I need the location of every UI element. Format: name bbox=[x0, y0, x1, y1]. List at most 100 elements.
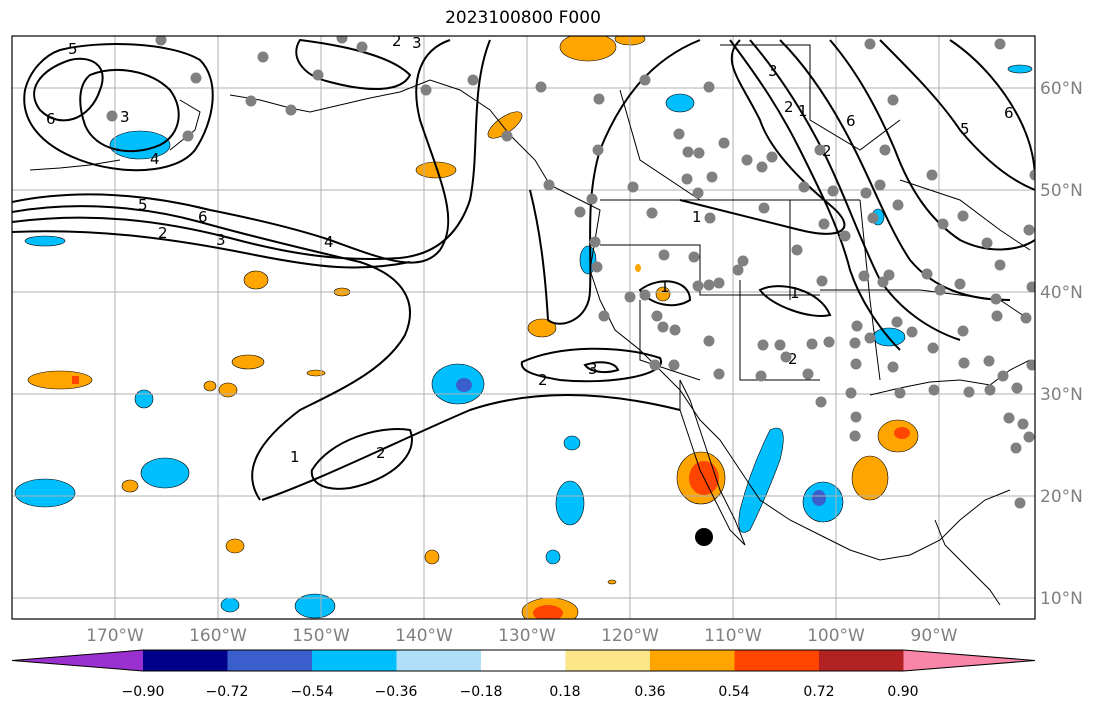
lon-label-90w: 90°W bbox=[911, 626, 958, 646]
observation-marker bbox=[928, 384, 940, 396]
contour-label: 2 bbox=[376, 444, 386, 462]
contour-label: 4 bbox=[150, 150, 160, 168]
contour-label: 2 bbox=[788, 350, 798, 368]
colorbar-tick-label: 0.90 bbox=[887, 684, 918, 700]
observation-marker bbox=[257, 51, 269, 63]
contour-label: 1 bbox=[790, 284, 800, 302]
longitude-labels: 170°W 160°W 150°W 140°W 130°W 120°W 110°… bbox=[86, 626, 958, 646]
observation-marker bbox=[592, 144, 604, 156]
observation-marker bbox=[1010, 442, 1022, 454]
observation-marker bbox=[823, 336, 835, 348]
colorbar-outline bbox=[11, 649, 1036, 672]
colorbar-segment bbox=[312, 650, 397, 671]
observation-marker bbox=[1014, 497, 1026, 509]
lon-label-170w: 170°W bbox=[86, 626, 144, 646]
colorbar-segment bbox=[227, 650, 313, 671]
colorbar-segment bbox=[565, 650, 651, 671]
observation-marker bbox=[984, 384, 996, 396]
observation-marker bbox=[994, 38, 1006, 50]
observation-marker bbox=[190, 72, 202, 84]
storm-center-marker bbox=[695, 528, 713, 546]
observation-marker bbox=[741, 154, 753, 166]
observation-marker bbox=[1020, 312, 1032, 324]
lon-label-160w: 160°W bbox=[189, 626, 247, 646]
contour-label: 3 bbox=[588, 360, 598, 378]
lat-label-10n: 10°N bbox=[1040, 589, 1083, 609]
observation-marker bbox=[814, 144, 826, 156]
observation-marker bbox=[668, 359, 680, 371]
map-frame bbox=[11, 35, 1036, 620]
observation-marker bbox=[693, 147, 705, 159]
observation-marker bbox=[574, 206, 586, 218]
lon-label-110w: 110°W bbox=[704, 626, 762, 646]
lon-label-150w: 150°W bbox=[292, 626, 350, 646]
observation-marker bbox=[155, 36, 167, 46]
colorbar: −0.90 −0.72 −0.54 −0.36 −0.18 0.18 0.36 … bbox=[11, 649, 1036, 700]
observation-marker bbox=[891, 316, 903, 328]
colorbar-segments bbox=[11, 649, 1036, 672]
contour-label: 1 bbox=[798, 102, 808, 120]
lat-label-30n: 30°N bbox=[1040, 385, 1083, 405]
colorbar-tick-label: −0.72 bbox=[206, 684, 249, 700]
observation-marker bbox=[336, 36, 348, 44]
observation-marker bbox=[798, 181, 810, 193]
colorbar-tick-label: −0.90 bbox=[122, 684, 165, 700]
colorbar-tick-label: 0.54 bbox=[718, 684, 749, 700]
observation-marker bbox=[713, 277, 725, 289]
lat-label-40n: 40°N bbox=[1040, 283, 1083, 303]
colorbar-segment bbox=[734, 650, 820, 671]
observation-marker bbox=[858, 270, 870, 282]
contour-label: 6 bbox=[46, 110, 56, 128]
observation-marker bbox=[850, 411, 862, 423]
observation-marker bbox=[997, 370, 1009, 382]
map-panel bbox=[12, 36, 1035, 619]
colorbar-tick-labels: −0.90 −0.72 −0.54 −0.36 −0.18 0.18 0.36 … bbox=[122, 684, 919, 700]
observation-marker bbox=[682, 146, 694, 158]
observation-marker bbox=[926, 169, 938, 181]
contour-label: 6 bbox=[846, 112, 856, 130]
observation-marker bbox=[649, 359, 661, 371]
observation-marker bbox=[766, 151, 778, 163]
observation-marker bbox=[467, 74, 479, 86]
contour-label: 6 bbox=[198, 208, 208, 226]
lat-label-20n: 20°N bbox=[1040, 487, 1083, 507]
lon-label-120w: 120°W bbox=[601, 626, 659, 646]
observation-marker bbox=[851, 320, 863, 332]
observation-marker bbox=[692, 187, 704, 199]
observation-marker bbox=[589, 236, 601, 248]
colorbar-tick-label: 0.18 bbox=[549, 684, 580, 700]
observation-marker bbox=[586, 193, 598, 205]
observation-marker bbox=[894, 387, 906, 399]
observation-marker bbox=[106, 110, 118, 122]
observation-marker bbox=[845, 387, 857, 399]
lat-label-50n: 50°N bbox=[1040, 181, 1083, 201]
observation-marker bbox=[1029, 169, 1035, 181]
contour-label: 1 bbox=[290, 448, 300, 466]
colorbar-segment bbox=[481, 650, 566, 671]
observation-marker bbox=[954, 278, 966, 290]
observation-marker bbox=[681, 173, 693, 185]
observation-marker bbox=[703, 335, 715, 347]
contour-label: 3 bbox=[768, 62, 778, 80]
observation-marker bbox=[737, 255, 749, 267]
colorbar-tick-label: −0.36 bbox=[375, 684, 418, 700]
observation-marker bbox=[887, 94, 899, 106]
observation-marker bbox=[756, 161, 768, 173]
observation-marker bbox=[850, 358, 862, 370]
lat-label-60n: 60°N bbox=[1040, 79, 1083, 99]
contour-label: 2 bbox=[822, 142, 832, 160]
observation-marker bbox=[963, 386, 975, 398]
lon-label-130w: 130°W bbox=[498, 626, 556, 646]
observation-marker bbox=[593, 93, 605, 105]
observation-marker bbox=[1026, 359, 1035, 371]
observation-marker bbox=[703, 279, 715, 291]
observation-marker bbox=[706, 171, 718, 183]
observation-marker bbox=[839, 230, 851, 242]
contour-label-group: 5 3 2 6 3 4 5 6 2 3 4 1 2 1 2 3 2 1 1 2 … bbox=[46, 34, 1014, 466]
observation-marker bbox=[780, 351, 792, 363]
colorbar-segment bbox=[143, 650, 228, 671]
contour-label: 5 bbox=[68, 40, 78, 58]
contour-label: 3 bbox=[412, 34, 422, 52]
contour-label: 5 bbox=[960, 120, 970, 138]
observation-marker bbox=[818, 218, 830, 230]
